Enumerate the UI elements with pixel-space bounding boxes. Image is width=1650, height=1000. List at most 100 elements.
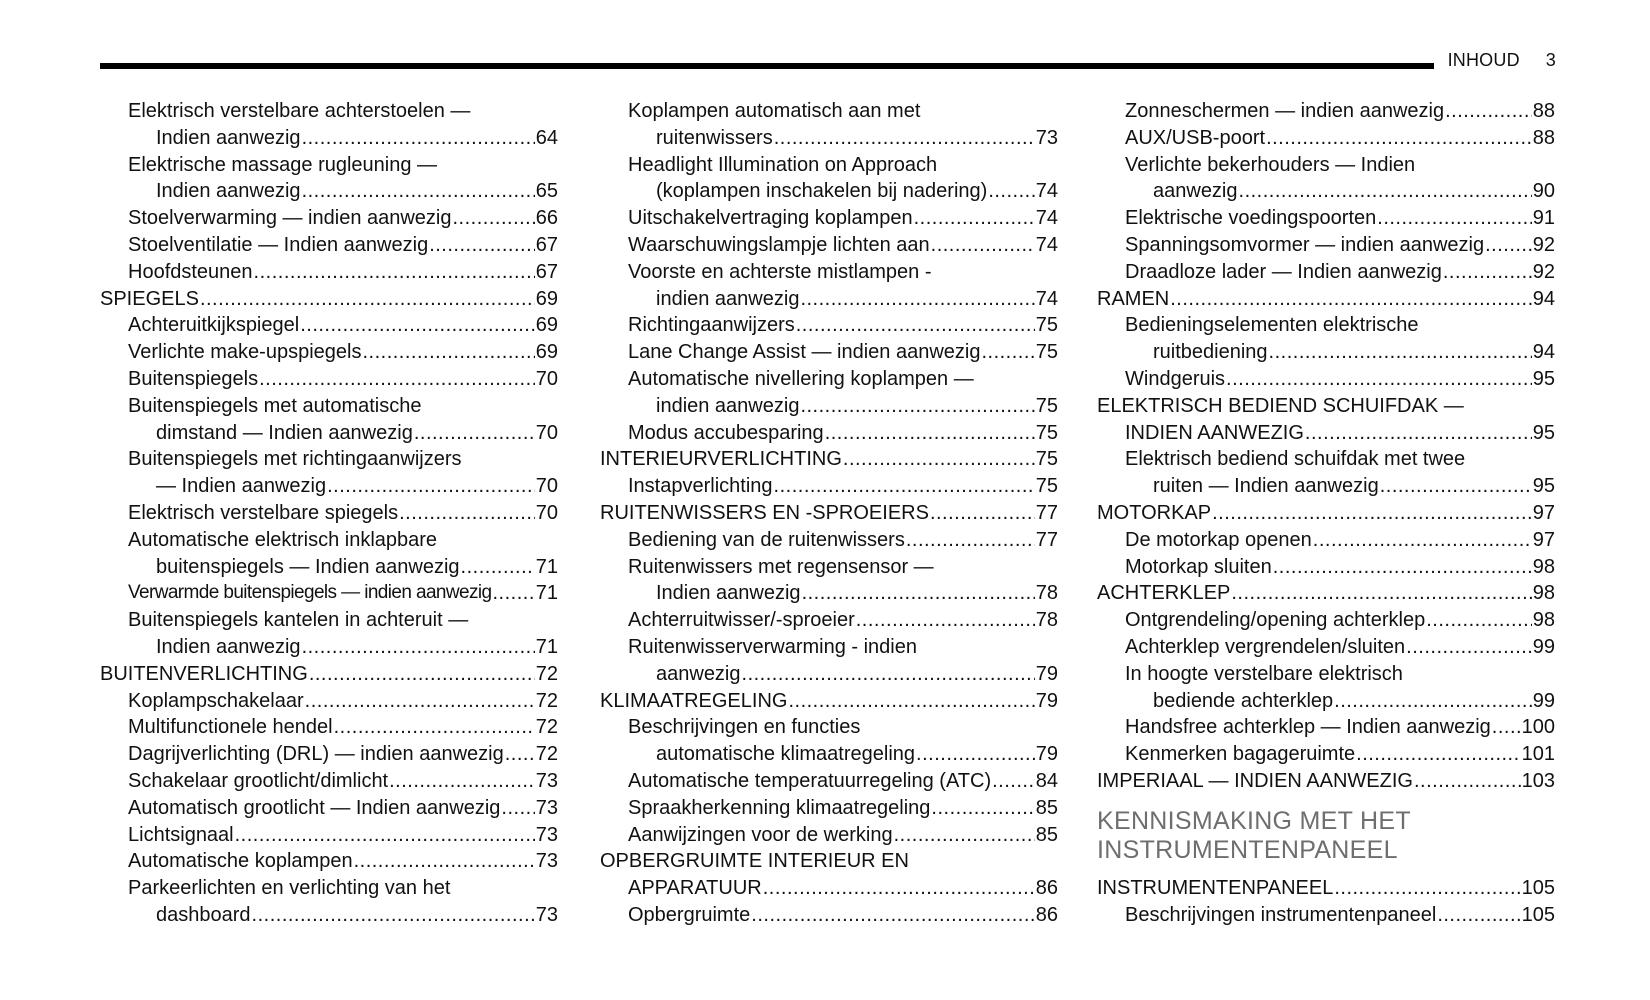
toc-entry[interactable]: Achterruitwisser/-sproeier 78 [600, 607, 1058, 634]
toc-entry[interactable]: RUITENWISSERS EN -SPROEIERS 77 [600, 500, 1058, 527]
toc-entry[interactable]: Verlichte make-upspiegels 69 [100, 339, 558, 366]
toc-entry[interactable]: Kenmerken bagageruimte 101 [1097, 741, 1555, 768]
toc-entry[interactable]: indien aanwezig 75 [600, 393, 1058, 420]
toc-entry-title: automatische klimaatregeling [656, 743, 916, 766]
toc-entry[interactable]: KLIMAATREGELING 79 [600, 688, 1058, 715]
toc-entry[interactable]: Bediening van de ruitenwissers 77 [600, 527, 1058, 554]
toc-entry[interactable]: Indien aanwezig 65 [100, 178, 558, 205]
toc-entry[interactable]: Automatisch grootlicht — Indien aanwezig… [100, 795, 558, 822]
toc-entry-title: (koplampen inschakelen bij nadering) [656, 180, 988, 203]
toc-entry-title: Ruitenwissers met regensensor — [628, 555, 934, 578]
toc-entry[interactable]: dimstand — Indien aanwezig 70 [100, 420, 558, 447]
toc-entry[interactable]: Schakelaar grootlicht/dimlicht 73 [100, 768, 558, 795]
dot-leader [302, 634, 535, 661]
toc-entry-title: aanwezig [656, 662, 741, 685]
toc-entry-title: Handsfree achterklep — Indien aanwezig [1125, 716, 1491, 739]
toc-entry[interactable]: Zonneschermen — indien aanwezig 88 [1097, 98, 1555, 125]
toc-entry[interactable]: MOTORKAP 97 [1097, 500, 1555, 527]
toc-entry[interactable]: aanwezig 90 [1097, 178, 1555, 205]
dot-leader [931, 232, 1035, 259]
toc-entry[interactable]: Dagrijverlichting (DRL) — indien aanwezi… [100, 741, 558, 768]
toc-entry[interactable]: Handsfree achterklep — Indien aanwezig 1… [1097, 714, 1555, 741]
toc-entry[interactable]: Opbergruimte 86 [600, 902, 1058, 929]
toc-entry[interactable]: Spraakherkenning klimaatregeling 85 [600, 795, 1058, 822]
toc-entry[interactable]: Uitschakelvertraging koplampen 74 [600, 205, 1058, 232]
toc-entry-title: Elektrisch bediend schuifdak met twee [1125, 448, 1466, 471]
toc-entry[interactable]: (koplampen inschakelen bij nadering) 74 [600, 178, 1058, 205]
toc-entry[interactable]: Ontgrendeling/opening achterklep 98 [1097, 607, 1555, 634]
toc-entry[interactable]: Hoofdsteunen 67 [100, 259, 558, 286]
toc-entry[interactable]: indien aanwezig 74 [600, 286, 1058, 313]
dot-leader [309, 661, 535, 688]
toc-entry[interactable]: Achterklep vergrendelen/sluiten 99 [1097, 634, 1555, 661]
toc-entry[interactable]: AUX/USB-poort 88 [1097, 125, 1555, 152]
toc-entry[interactable]: Achteruitkijkspiegel 69 [100, 312, 558, 339]
toc-entry-title: Aanwijzingen voor de werking [628, 823, 893, 846]
toc-entry[interactable]: SPIEGELS 69 [100, 286, 558, 313]
toc-entry[interactable]: Stoelverwarming — indien aanwezig 66 [100, 205, 558, 232]
toc-entry[interactable]: Spanningsomvormer — indien aanwezig 92 [1097, 232, 1555, 259]
toc-entry[interactable]: Lane Change Assist — indien aanwezig 75 [600, 339, 1058, 366]
toc-entry[interactable]: ruitbediening 94 [1097, 339, 1555, 366]
dot-leader [1334, 875, 1520, 902]
toc-entry-title: Beschrijvingen en functies [628, 716, 861, 739]
toc-entry[interactable]: Richtingaanwijzers 75 [600, 312, 1058, 339]
toc-entry[interactable]: buitenspiegels — Indien aanwezig 71 [100, 554, 558, 581]
toc-entry[interactable]: Koplampschakelaar 72 [100, 688, 558, 715]
toc-entry[interactable]: Elektrisch verstelbare spiegels 70 [100, 500, 558, 527]
toc-entry-page: 66 [535, 207, 558, 230]
toc-entry-title: Bedieningselementen elektrische [1125, 314, 1419, 337]
toc-entry[interactable]: Lichtsignaal 73 [100, 822, 558, 849]
toc-entry[interactable]: Automatische koplampen 73 [100, 848, 558, 875]
toc-entry[interactable]: Indien aanwezig 78 [600, 580, 1058, 607]
toc-entry-page: 73 [535, 850, 558, 873]
toc-entry[interactable]: Buitenspiegels 70 [100, 366, 558, 393]
toc-entry[interactable]: APPARATUUR 86 [600, 875, 1058, 902]
toc-entry-page: 75 [1035, 394, 1058, 417]
toc-entry[interactable]: Motorkap sluiten 98 [1097, 554, 1555, 581]
toc-entry[interactable]: Multifunctionele hendel 72 [100, 714, 558, 741]
toc-entry-title: RAMEN [1097, 287, 1170, 310]
toc-entry[interactable]: INSTRUMENTENPANEEL 105 [1097, 875, 1555, 902]
toc-entry-page: 78 [1035, 609, 1058, 632]
toc-entry[interactable]: ACHTERKLEP 98 [1097, 580, 1555, 607]
dot-leader [988, 178, 1034, 205]
toc-entry[interactable]: Beschrijvingen instrumentenpaneel 105 [1097, 902, 1555, 929]
toc-entry[interactable]: Instapverlichting 75 [600, 473, 1058, 500]
toc-entry-title: Verwarmde buitenspiegels — indien aanwez… [128, 582, 492, 604]
toc-entry[interactable]: Verwarmde buitenspiegels — indien aanwez… [100, 580, 558, 607]
toc-entry[interactable]: Automatische temperatuurregeling (ATC) 84 [600, 768, 1058, 795]
toc-entry[interactable]: Windgeruis 95 [1097, 366, 1555, 393]
toc-entry[interactable]: — Indien aanwezig 70 [100, 473, 558, 500]
toc-entry[interactable]: ruiten — Indien aanwezig 95 [1097, 473, 1555, 500]
toc-entry-line: Elektrisch bediend schuifdak met twee [1097, 446, 1555, 473]
toc-entry[interactable]: automatische klimaatregeling 79 [600, 741, 1058, 768]
toc-entry-page: 75 [1035, 341, 1058, 364]
toc-entry[interactable]: Draadloze lader — Indien aanwezig 92 [1097, 259, 1555, 286]
toc-entry[interactable]: Indien aanwezig 64 [100, 125, 558, 152]
toc-entry[interactable]: Stoelventilatie — Indien aanwezig 67 [100, 232, 558, 259]
toc-entry-page: 72 [535, 662, 558, 685]
toc-entry-line: Voorste en achterste mistlampen - [600, 259, 1058, 286]
toc-entry[interactable]: Elektrische voedingspoorten 91 [1097, 205, 1555, 232]
toc-entry[interactable]: Aanwijzingen voor de werking 85 [600, 822, 1058, 849]
toc-entry[interactable]: INDIEN AANWEZIG 95 [1097, 420, 1555, 447]
toc-entry[interactable]: IMPERIAAL — INDIEN AANWEZIG 103 [1097, 768, 1555, 795]
dot-leader [763, 875, 1035, 902]
toc-entry[interactable]: dashboard 73 [100, 902, 558, 929]
toc-entry-page: 71 [535, 635, 558, 658]
toc-entry[interactable]: aanwezig 79 [600, 661, 1058, 688]
toc-entry[interactable]: ruitenwissers 73 [600, 125, 1058, 152]
toc-entry[interactable]: De motorkap openen 97 [1097, 527, 1555, 554]
toc-entry[interactable]: Waarschuwingslampje lichten aan 74 [600, 232, 1058, 259]
dot-leader [774, 125, 1035, 152]
toc-entry-page: 105 [1521, 876, 1555, 899]
toc-entry[interactable]: Modus accubesparing 75 [600, 420, 1058, 447]
toc-entry-title: bediende achterklep [1153, 689, 1334, 712]
toc-entry[interactable]: INTERIEURVERLICHTING 75 [600, 446, 1058, 473]
toc-entry[interactable]: BUITENVERLICHTING 72 [100, 661, 558, 688]
toc-entry[interactable]: RAMEN 94 [1097, 286, 1555, 313]
toc-entry[interactable]: Indien aanwezig 71 [100, 634, 558, 661]
dot-leader [461, 554, 535, 581]
toc-entry[interactable]: bediende achterklep 99 [1097, 688, 1555, 715]
